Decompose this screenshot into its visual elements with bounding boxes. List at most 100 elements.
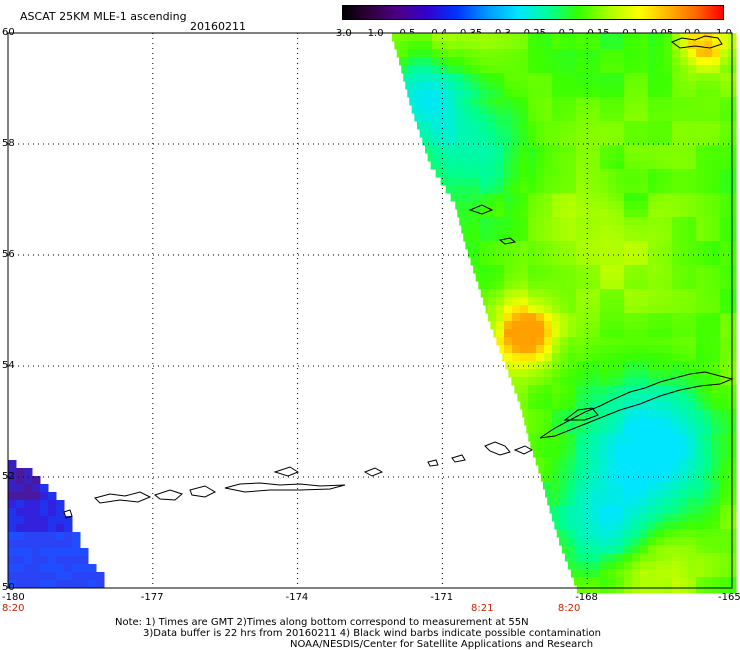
swath-cell: [664, 73, 673, 82]
swath-cell: [600, 513, 609, 522]
swath-cell: [680, 513, 689, 522]
swath-cell: [64, 572, 73, 581]
lon-label: -168: [575, 592, 598, 603]
swath-cell: [32, 508, 41, 517]
swath-cell: [560, 193, 569, 202]
swath-cell: [712, 233, 721, 242]
swath-cell: [680, 201, 689, 210]
swath-cell: [640, 401, 649, 410]
swath-cell: [504, 289, 513, 298]
swath-cell: [560, 177, 569, 186]
swath-cell: [592, 233, 601, 242]
swath-cell: [560, 209, 569, 218]
swath-cell: [656, 361, 665, 370]
swath-cell: [608, 81, 617, 90]
swath-cell: [472, 121, 481, 130]
swath-cell: [520, 89, 529, 98]
swath-cell: [640, 193, 649, 202]
swath-cell: [616, 545, 625, 554]
swath-cell: [712, 297, 721, 306]
swath-cell: [496, 321, 505, 330]
swath-cell: [504, 129, 513, 138]
swath-cell: [488, 89, 497, 98]
swath-cell: [648, 521, 657, 530]
swath-cell: [592, 249, 601, 258]
swath-cell: [720, 33, 729, 42]
swath-cell: [632, 249, 641, 258]
swath-cell: [648, 497, 657, 506]
swath-cell: [400, 33, 409, 42]
swath-cell: [456, 201, 465, 210]
swath-cell: [552, 233, 561, 242]
swath-cell: [576, 281, 585, 290]
swath-cell: [600, 257, 609, 266]
swath-cell: [632, 169, 641, 178]
swath-cell: [672, 121, 681, 130]
swath-cell: [568, 393, 577, 402]
lon-label: -171: [430, 592, 454, 603]
swath-cell: [656, 137, 665, 146]
swath-cell: [640, 97, 649, 106]
swath-cell: [720, 561, 729, 570]
swath-cell: [40, 564, 49, 573]
swath-cell: [528, 201, 537, 210]
swath-cell: [592, 297, 601, 306]
swath-cell: [616, 569, 625, 578]
swath-cell: [688, 401, 697, 410]
swath-cell: [464, 73, 473, 82]
swath-cell: [704, 305, 713, 314]
swath-cell: [440, 113, 449, 122]
swath-cell: [24, 532, 33, 541]
swath-cell: [520, 129, 529, 138]
swath-cell: [656, 433, 665, 442]
swath-cell: [696, 113, 705, 122]
swath-cell: [680, 81, 689, 90]
swath-cell: [664, 185, 673, 194]
swath-cell: [568, 193, 577, 202]
swath-cell: [712, 289, 721, 298]
swath-cell: [568, 41, 577, 50]
swath-cell: [704, 81, 713, 90]
swath-cell: [584, 457, 593, 466]
swath-cell: [632, 305, 641, 314]
swath-cell: [720, 89, 729, 98]
swath-cell: [576, 273, 585, 282]
swath-cell: [520, 393, 529, 402]
swath-cell: [432, 81, 441, 90]
swath-cell: [480, 65, 489, 74]
swath-cell: [688, 489, 697, 498]
swath-cell: [560, 353, 569, 362]
swath-cell: [520, 329, 529, 338]
swath-cell: [608, 529, 617, 538]
swath-cell: [512, 289, 521, 298]
swath-cell: [632, 185, 641, 194]
swath-cell: [616, 177, 625, 186]
swath-cell: [624, 361, 633, 370]
swath-cell: [40, 524, 49, 533]
swath-cell: [680, 273, 689, 282]
swath-cell: [656, 49, 665, 58]
swath-cell: [688, 161, 697, 170]
swath-cell: [656, 33, 665, 42]
swath-cell: [568, 137, 577, 146]
swath-cell: [680, 393, 689, 402]
swath-cell: [520, 273, 529, 282]
swath-cell: [576, 305, 585, 314]
swath-cell: [576, 561, 585, 570]
swath-cell: [568, 297, 577, 306]
swath-cell: [32, 524, 41, 533]
swath-cell: [672, 193, 681, 202]
swath-cell: [648, 401, 657, 410]
swath-cell: [696, 201, 705, 210]
swath-cell: [640, 185, 649, 194]
swath-cell: [552, 305, 561, 314]
swath-cell: [648, 409, 657, 418]
swath-cell: [712, 57, 721, 66]
swath-cell: [680, 113, 689, 122]
swath-cell: [480, 161, 489, 170]
swath-cell: [445, 185, 449, 194]
swath-cell: [499, 345, 505, 354]
swath-cell: [552, 473, 561, 482]
swath-cell: [560, 369, 569, 378]
swath-cell: [576, 497, 585, 506]
